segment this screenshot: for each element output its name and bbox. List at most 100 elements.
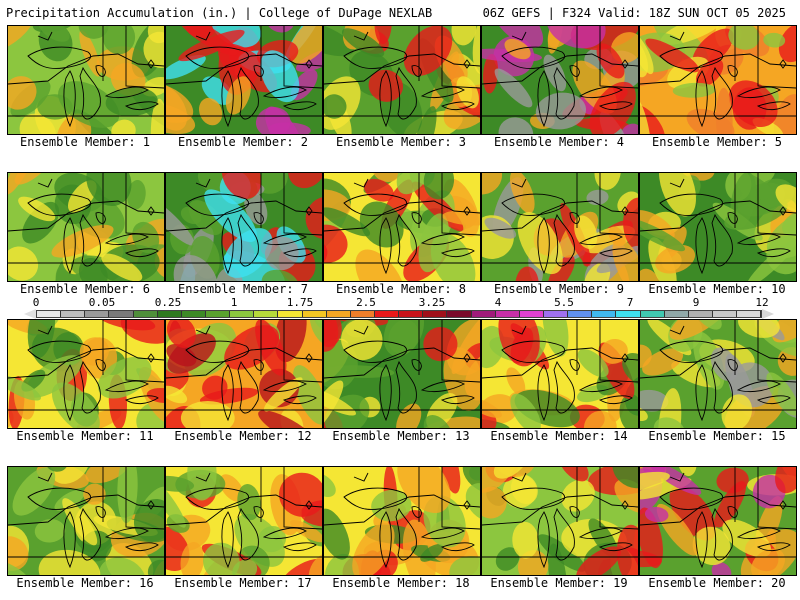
legend-swatch <box>350 311 375 317</box>
map-icon <box>8 26 164 134</box>
map-icon <box>8 173 164 281</box>
legend-tick-label: 0.25 <box>154 296 182 309</box>
legend-swatch <box>543 311 569 317</box>
legend-swatch <box>326 311 351 317</box>
run-info: 06Z GEFS | F324 Valid: 18Z SUN OCT 05 20… <box>482 6 786 20</box>
legend-swatch <box>157 311 182 317</box>
legend-swatch <box>61 311 86 317</box>
legend-tick-label: 1 <box>230 296 238 309</box>
ensemble-panel <box>7 25 165 135</box>
map-icon <box>482 320 638 428</box>
ensemble-panel <box>323 466 481 576</box>
legend-arrow-left <box>24 309 36 319</box>
legend-tick-label: 9 <box>692 296 700 309</box>
map-icon <box>640 467 796 575</box>
member-label: Ensemble Member: 16 <box>16 576 154 590</box>
legend-swatch <box>495 311 520 317</box>
map-icon <box>166 467 322 575</box>
map-icon <box>324 467 480 575</box>
legend-swatch <box>712 311 738 317</box>
map-icon <box>482 26 638 134</box>
member-label: Ensemble Member: 12 <box>174 429 312 443</box>
legend-swatch <box>181 311 206 317</box>
ensemble-panel <box>7 172 165 282</box>
legend-swatch <box>254 311 279 317</box>
map-icon <box>640 320 796 428</box>
legend-colorbar <box>36 310 762 318</box>
legend-swatch <box>688 311 713 317</box>
map-icon <box>324 173 480 281</box>
legend-tick-label: 12 <box>755 296 769 309</box>
legend-swatch <box>230 311 255 317</box>
member-label: Ensemble Member: 8 <box>335 282 467 296</box>
legend-tick-label: 2.5 <box>356 296 376 309</box>
ensemble-panel <box>165 172 323 282</box>
color-legend: 0 0.05 0.25 1 1.75 2.5 3.25 4 5.5 7 9 12 <box>14 296 786 320</box>
legend-tick-label: 1.75 <box>286 296 314 309</box>
legend-swatch <box>37 311 62 317</box>
member-label: Ensemble Member: 20 <box>648 576 786 590</box>
legend-swatch <box>640 311 665 317</box>
member-label: Ensemble Member: 17 <box>174 576 312 590</box>
map-icon <box>166 26 322 134</box>
member-label: Ensemble Member: 3 <box>335 135 467 149</box>
page-title: Precipitation Accumulation (in.) | Colle… <box>6 6 433 20</box>
ensemble-panel <box>639 319 797 429</box>
legend-swatch <box>399 311 424 317</box>
legend-swatch <box>447 311 472 317</box>
legend-swatch <box>664 311 689 317</box>
legend-swatch <box>374 311 400 317</box>
ensemble-panel <box>7 466 165 576</box>
map-icon <box>8 320 164 428</box>
legend-swatch <box>133 311 158 317</box>
legend-swatch <box>592 311 617 317</box>
legend-swatch <box>568 311 593 317</box>
map-icon <box>166 173 322 281</box>
ensemble-panel <box>323 25 481 135</box>
member-label: Ensemble Member: 4 <box>493 135 625 149</box>
ensemble-panel <box>481 25 639 135</box>
legend-arrow-right <box>762 309 774 319</box>
member-label: Ensemble Member: 5 <box>651 135 783 149</box>
member-label: Ensemble Member: 13 <box>332 429 470 443</box>
ensemble-panel <box>7 319 165 429</box>
member-label: Ensemble Member: 9 <box>493 282 625 296</box>
legend-tick-label: 3.25 <box>418 296 446 309</box>
member-label: Ensemble Member: 18 <box>332 576 470 590</box>
legend-swatch <box>85 311 110 317</box>
legend-swatch <box>423 311 448 317</box>
legend-swatch <box>737 311 762 317</box>
member-label: Ensemble Member: 7 <box>177 282 309 296</box>
legend-tick-label: 7 <box>626 296 634 309</box>
map-icon <box>482 467 638 575</box>
member-label: Ensemble Member: 2 <box>177 135 309 149</box>
legend-swatch <box>519 311 544 317</box>
legend-swatch <box>471 311 496 317</box>
member-label: Ensemble Member: 14 <box>490 429 628 443</box>
ensemble-panel <box>481 466 639 576</box>
member-label: Ensemble Member: 15 <box>648 429 786 443</box>
legend-swatch <box>302 311 327 317</box>
member-label: Ensemble Member: 10 <box>648 282 786 296</box>
legend-swatch <box>109 311 134 317</box>
legend-swatch <box>205 311 231 317</box>
ensemble-panel <box>165 319 323 429</box>
member-label: Ensemble Member: 1 <box>19 135 151 149</box>
legend-swatch <box>616 311 641 317</box>
map-icon <box>8 467 164 575</box>
map-icon <box>640 173 796 281</box>
map-icon <box>324 320 480 428</box>
legend-tick-label: 4 <box>494 296 502 309</box>
map-icon <box>324 26 480 134</box>
ensemble-panel <box>323 172 481 282</box>
member-label: Ensemble Member: 11 <box>16 429 154 443</box>
member-label: Ensemble Member: 6 <box>19 282 151 296</box>
ensemble-panel <box>639 172 797 282</box>
ensemble-panel <box>323 319 481 429</box>
ensemble-panel <box>639 25 797 135</box>
ensemble-panel <box>639 466 797 576</box>
member-label: Ensemble Member: 19 <box>490 576 628 590</box>
legend-swatch <box>278 311 303 317</box>
ensemble-panel <box>481 172 639 282</box>
ensemble-panel <box>481 319 639 429</box>
